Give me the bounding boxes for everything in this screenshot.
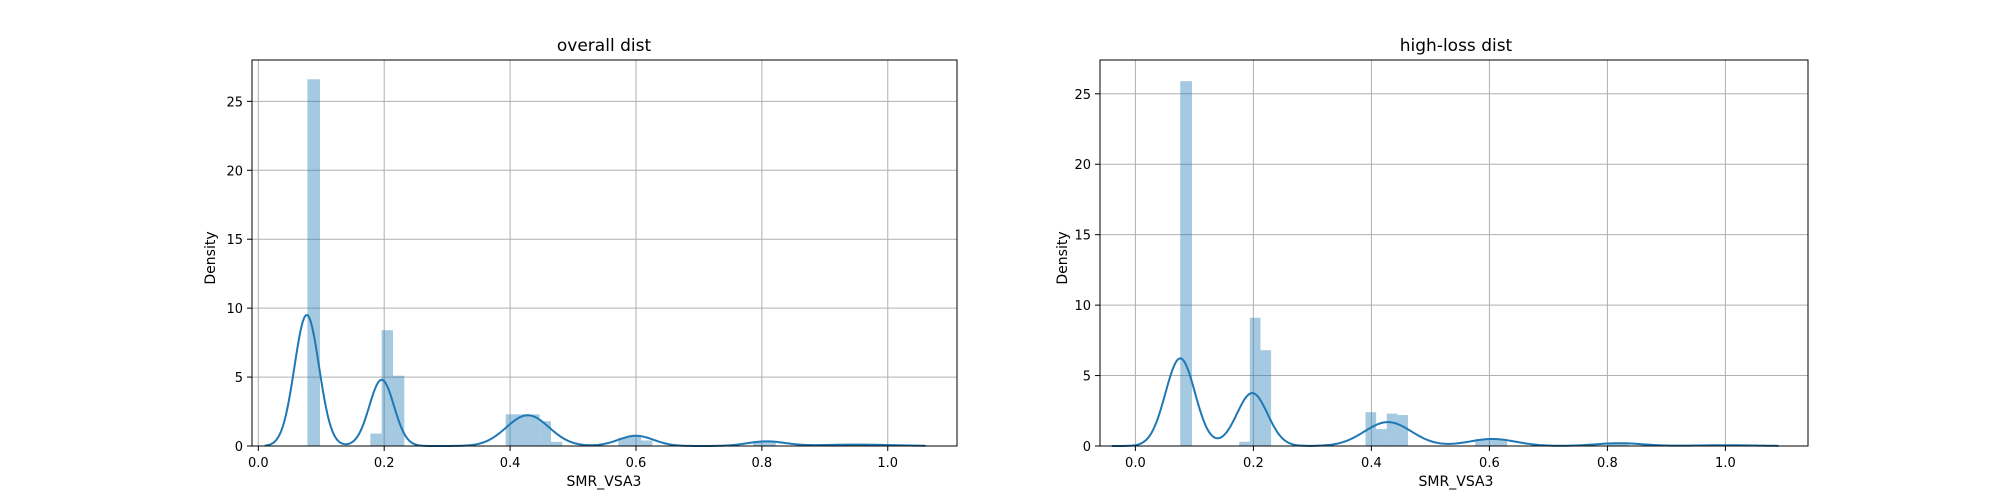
right-chart-x-tick-label: 0.2 — [1243, 456, 1264, 471]
right-chart-x-ticks: 0.0 0.2 0.4 0.6 0.8 1.0 — [1125, 446, 1736, 471]
right-chart-histogram-bar — [1485, 438, 1497, 446]
left-chart-histogram-bar — [550, 441, 563, 446]
left-chart-histogram-bar — [753, 441, 765, 446]
right-chart-y-axis-label: Density — [1055, 231, 1071, 284]
left-chart-x-axis-label: SMR_VSA3 — [567, 474, 642, 490]
right-chart-histogram-bars — [1180, 81, 1629, 447]
right-chart-histogram-bar — [1386, 413, 1398, 446]
right-chart-histogram-bar — [1376, 429, 1387, 446]
left-chart-histogram-bar — [517, 414, 529, 446]
right-chart-y-ticks: 0 5 10 15 20 25 — [1074, 88, 1100, 455]
left-chart-histogram-bar — [393, 375, 405, 446]
left-chart-x-tick-label: 0.2 — [374, 456, 395, 471]
right-chart-x-tick-label: 0.4 — [1361, 456, 1382, 471]
right-chart-x-tick-label: 1.0 — [1715, 456, 1736, 471]
left-chart-histogram-bar — [505, 414, 518, 446]
left-chart-x-ticks: 0.0 0.2 0.4 0.6 0.8 1.0 — [248, 446, 898, 471]
left-chart-x-tick-label: 0.0 — [248, 456, 269, 471]
left-chart-histogram-bar — [370, 433, 382, 446]
right-chart-histogram-bar — [1618, 443, 1629, 446]
left-chart-histogram-bar — [307, 79, 320, 447]
right-chart-x-tick-label: 0.8 — [1597, 456, 1618, 471]
left-chart-y-tick-label: 0 — [235, 440, 243, 455]
right-chart-panel: high-loss dist SMR_VSA3 Density 0.0 0.2 0.… — [1055, 36, 1809, 490]
left-chart-y-ticks: 0 5 10 15 20 25 — [226, 95, 252, 455]
right-chart-histogram-bar — [1496, 438, 1508, 446]
left-chart-histogram-bar — [618, 437, 630, 446]
left-chart-x-tick-label: 1.0 — [877, 456, 898, 471]
right-chart-y-tick-label: 20 — [1074, 158, 1091, 173]
right-chart-x-axis-label: SMR_VSA3 — [1419, 474, 1494, 490]
left-chart-histogram-bar — [641, 440, 653, 446]
left-chart-y-tick-label: 5 — [235, 371, 243, 386]
left-chart-y-tick-label: 10 — [226, 302, 243, 317]
left-chart-y-tick-label: 15 — [226, 233, 243, 248]
right-chart-y-tick-label: 5 — [1083, 370, 1091, 385]
left-chart-histogram-bar — [629, 434, 642, 446]
left-chart-y-tick-label: 25 — [226, 95, 243, 110]
right-chart-y-tick-label: 0 — [1083, 440, 1091, 455]
right-chart-x-tick-label: 0.6 — [1479, 456, 1500, 471]
right-chart-y-tick-label: 15 — [1074, 229, 1091, 244]
right-chart-histogram-bar — [1475, 438, 1486, 446]
right-chart-x-tick-label: 0.0 — [1125, 456, 1146, 471]
right-chart-y-tick-label: 10 — [1074, 299, 1091, 314]
right-chart-axes-frame — [1099, 59, 1809, 447]
right-chart-title: high-loss dist — [1400, 36, 1513, 56]
left-chart-x-tick-label: 0.8 — [752, 456, 773, 471]
right-chart-histogram-bar — [1260, 350, 1272, 446]
right-chart-histogram-bar — [1397, 415, 1408, 446]
right-chart-y-tick-label: 25 — [1074, 88, 1091, 103]
left-chart-panel: overall dist SMR_VSA3 Density 0.0 0.2 0.4 0… — [203, 36, 958, 490]
left-chart-histogram-bar — [528, 414, 540, 446]
left-chart-histogram-bar — [764, 441, 776, 446]
left-chart-x-tick-label: 0.6 — [626, 456, 647, 471]
right-chart-histogram-bar — [1180, 81, 1193, 447]
right-chart-histogram-bar — [1239, 441, 1250, 446]
left-chart-title: overall dist — [557, 36, 652, 56]
left-chart-x-tick-label: 0.4 — [500, 456, 521, 471]
left-chart-y-tick-label: 20 — [226, 164, 243, 179]
right-chart-grid — [1100, 60, 1808, 447]
left-chart-axes-frame — [251, 59, 958, 447]
right-chart-histogram-bar — [1607, 443, 1619, 446]
left-chart-y-axis-label: Density — [203, 231, 219, 284]
right-chart-histogram-bar — [1249, 317, 1261, 446]
right-chart-histogram-bar — [1365, 412, 1377, 446]
left-chart-kde-curve — [264, 314, 926, 447]
left-chart-histogram-bar — [539, 421, 551, 446]
